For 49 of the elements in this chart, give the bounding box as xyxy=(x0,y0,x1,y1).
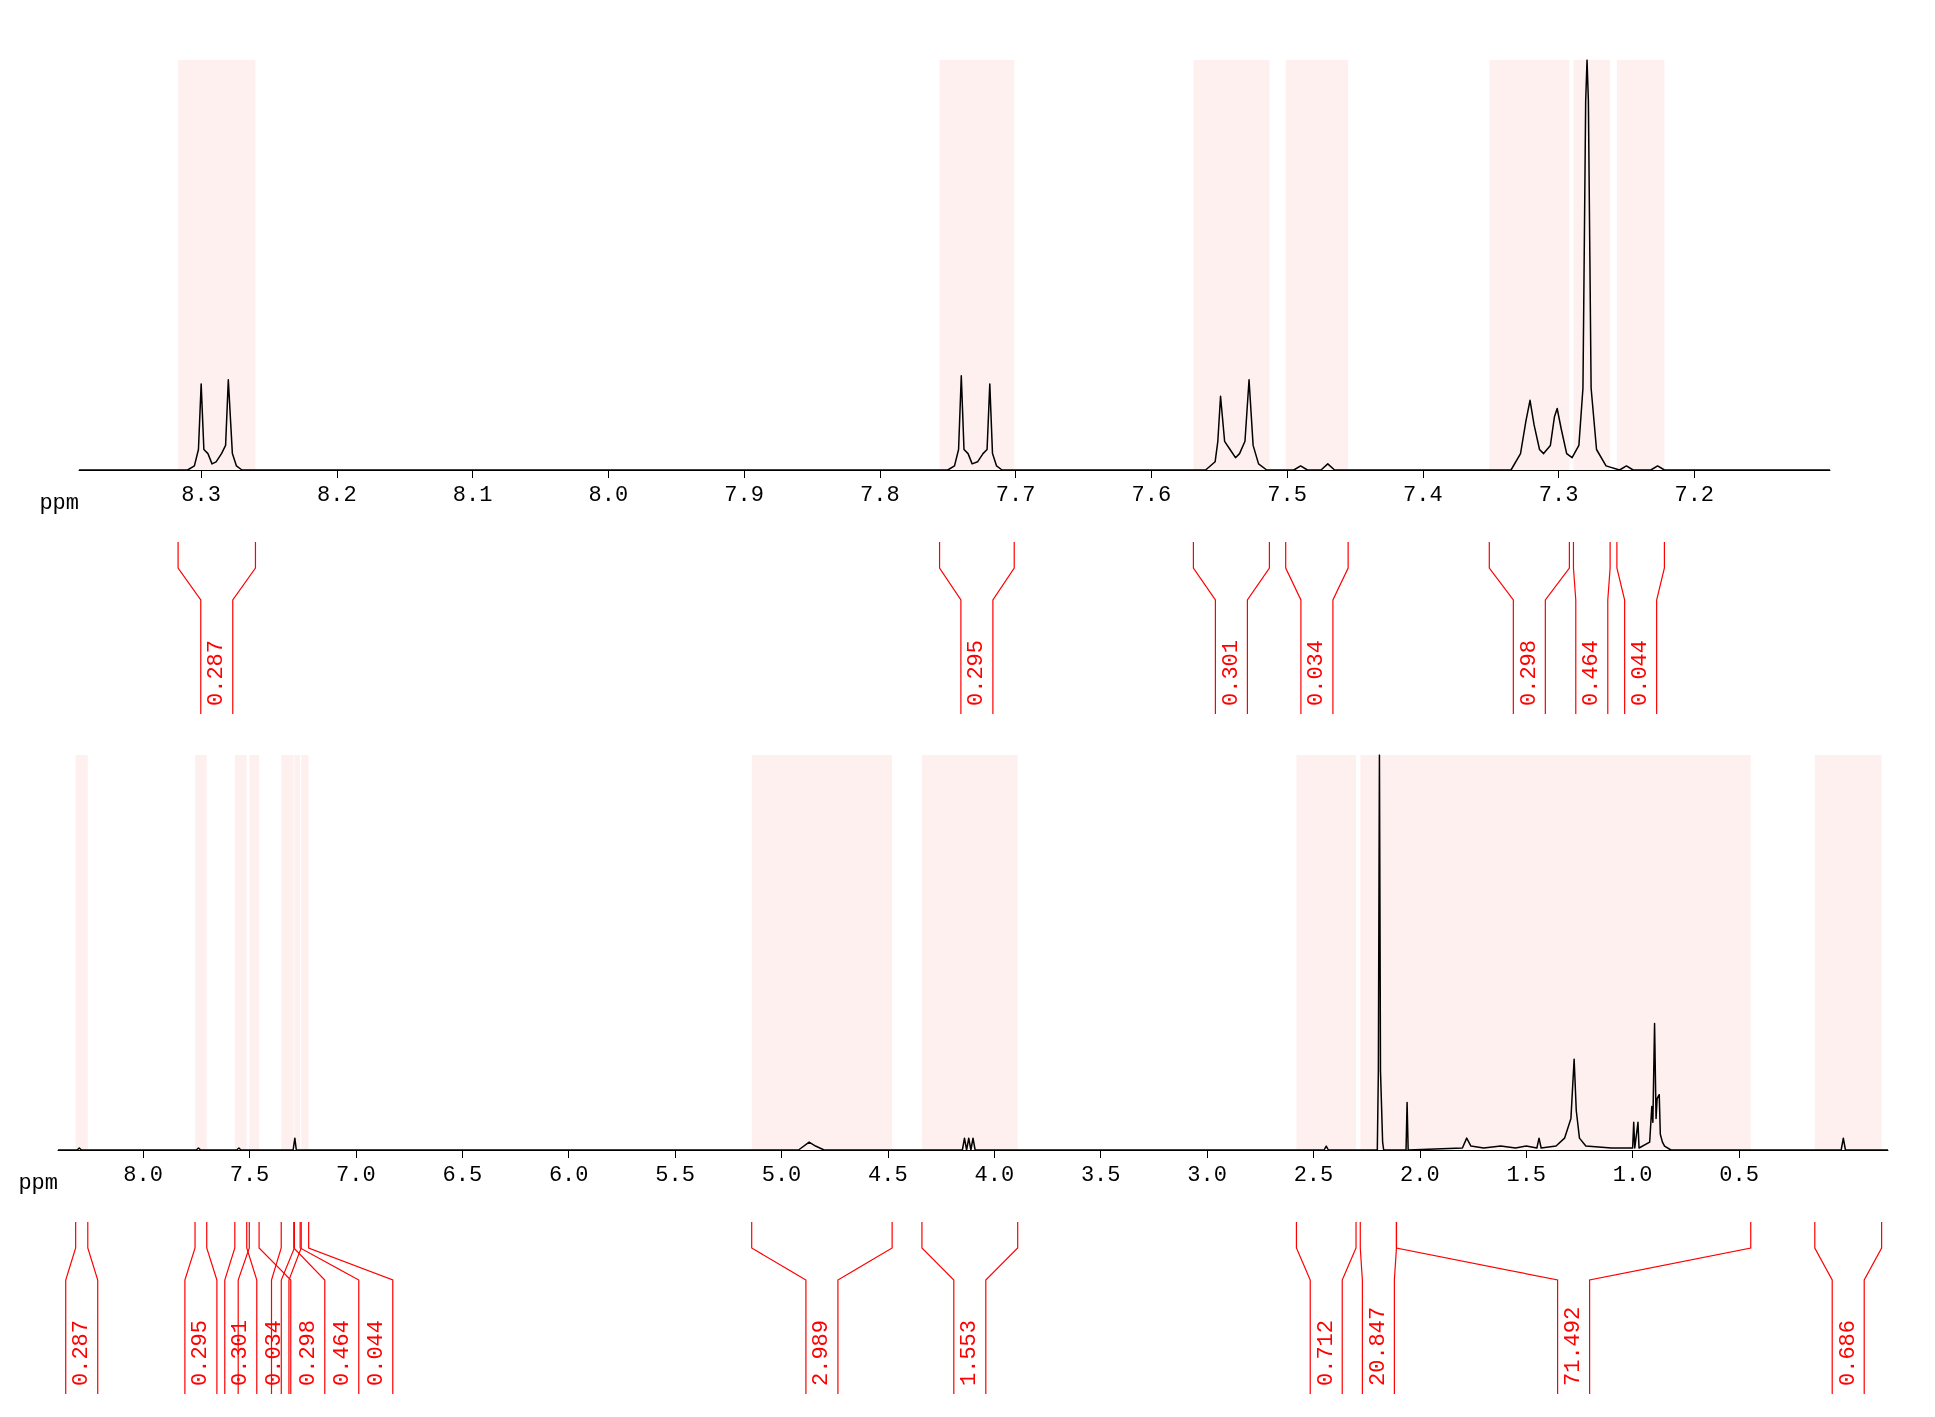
band-label: 0.686 xyxy=(1835,1319,1861,1386)
band-label: 0.034 xyxy=(1304,639,1330,706)
x-tick-label: 1.5 xyxy=(1506,1162,1547,1188)
band-label: 20.847 xyxy=(1365,1306,1391,1386)
x-axis-title: ppm xyxy=(18,1170,58,1196)
band-label: 2.989 xyxy=(809,1319,835,1386)
band-label: 0.287 xyxy=(69,1319,95,1386)
x-tick-label: 7.8 xyxy=(860,482,900,508)
x-tick-label: 8.3 xyxy=(181,482,221,508)
x-tick-label: 8.0 xyxy=(123,1162,163,1188)
x-tick-label: 3.5 xyxy=(1080,1162,1121,1188)
x-tick-label: 7.9 xyxy=(724,482,764,508)
band-label: 0.301 xyxy=(228,1319,254,1386)
x-tick-label: 7.6 xyxy=(1131,482,1172,508)
x-tick-label: 5.5 xyxy=(655,1162,695,1188)
band-label: 0.044 xyxy=(1628,639,1654,706)
band-label: 0.301 xyxy=(1218,639,1244,706)
x-tick-label: 3.0 xyxy=(1187,1162,1227,1188)
band-label: 0.464 xyxy=(1579,639,1605,706)
band-label: 0.464 xyxy=(330,1319,356,1386)
x-tick-label: 8.1 xyxy=(452,482,493,508)
x-tick-label: 2.0 xyxy=(1400,1162,1440,1188)
x-tick-label: 1.0 xyxy=(1612,1162,1653,1188)
x-tick-label: 7.3 xyxy=(1538,482,1579,508)
x-tick-label: 6.0 xyxy=(548,1162,589,1188)
band-label: 0.298 xyxy=(296,1319,322,1386)
x-tick-label: 7.2 xyxy=(1674,482,1715,508)
x-tick-label: 4.5 xyxy=(868,1162,908,1188)
x-axis-title: ppm xyxy=(39,490,79,516)
band-label: 0.044 xyxy=(364,1319,390,1386)
band-label: 1.553 xyxy=(957,1319,983,1386)
x-tick-label: 8.2 xyxy=(317,482,357,508)
x-tick-label: 7.5 xyxy=(229,1162,270,1188)
x-tick-label: 4.0 xyxy=(974,1162,1015,1188)
x-tick-label: 5.0 xyxy=(761,1162,802,1188)
x-tick-label: 8.0 xyxy=(588,482,629,508)
x-tick-label: 2.5 xyxy=(1293,1162,1334,1188)
band-label: 0.295 xyxy=(964,639,990,706)
x-tick-label: 7.7 xyxy=(995,482,1036,508)
x-tick-label: 7.5 xyxy=(1267,482,1307,508)
x-tick-label: 7.0 xyxy=(336,1162,376,1188)
band-label: 0.712 xyxy=(1313,1319,1339,1386)
x-tick-label: 7.4 xyxy=(1402,482,1443,508)
band-label: 0.295 xyxy=(188,1319,214,1386)
band-label: 0.298 xyxy=(1516,639,1542,706)
band-label: 71.492 xyxy=(1561,1306,1587,1386)
band-label: 0.287 xyxy=(204,639,230,706)
x-tick-label: 6.5 xyxy=(442,1162,483,1188)
x-tick-label: 0.5 xyxy=(1719,1162,1759,1188)
